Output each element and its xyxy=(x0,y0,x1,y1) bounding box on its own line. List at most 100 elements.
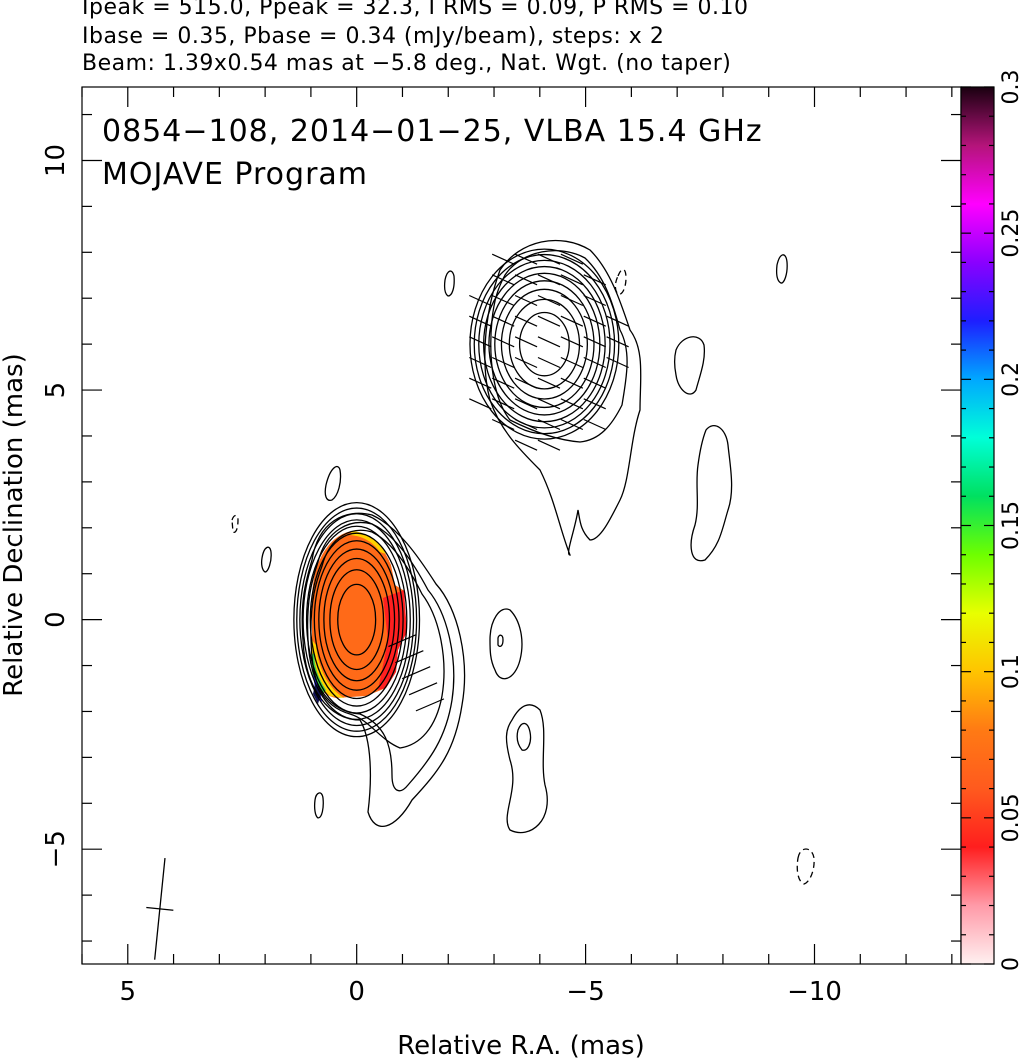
pol-vector xyxy=(415,698,445,712)
polarization-vectors xyxy=(388,253,629,712)
colorbar-tick-label: 0.15 xyxy=(999,501,1022,550)
pol-vector xyxy=(537,336,561,348)
axis-tick-labels: 5 0 −5 −10 10 5 0 −5 xyxy=(41,144,842,1007)
pol-vector xyxy=(514,377,538,389)
pol-vector xyxy=(583,336,606,348)
pol-vector xyxy=(583,377,606,389)
y-tick-label: 5 xyxy=(41,382,71,399)
pol-vector xyxy=(583,294,606,307)
y-tick-label: −5 xyxy=(41,830,71,868)
core-contour xyxy=(337,583,377,656)
pol-vector xyxy=(491,274,515,286)
pol-vector xyxy=(514,418,538,431)
jet-knot-contour xyxy=(500,288,589,400)
pol-vector xyxy=(401,666,431,680)
pol-vector xyxy=(583,398,606,410)
core-contour xyxy=(323,557,391,682)
pol-fill-green-edge xyxy=(311,652,326,695)
core-contour xyxy=(305,525,408,714)
pol-vector xyxy=(514,315,538,327)
jet-knot-contour xyxy=(473,253,616,435)
pol-vector xyxy=(491,336,515,348)
header-line-3: Beam: 1.39x0.54 mas at −5.8 deg., Nat. W… xyxy=(82,51,732,76)
pol-vector xyxy=(537,315,561,327)
pol-vector xyxy=(388,634,417,648)
header-line-1: Ipeak = 515.0, Ppeak = 32.3, I RMS = 0.0… xyxy=(82,0,749,20)
pol-vector xyxy=(606,336,629,348)
pol-vector xyxy=(560,398,584,410)
dashed-islands xyxy=(231,268,815,885)
pol-vector xyxy=(537,253,561,265)
pol-vector xyxy=(514,398,538,410)
pol-vector xyxy=(606,356,629,369)
pol-vector xyxy=(560,356,584,369)
colorbar-tick-labels: 0 0.05 0.1 0.15 0.2 0.25 0.3 xyxy=(999,70,1022,972)
pol-vector xyxy=(469,398,492,410)
pol-vector xyxy=(560,294,584,307)
pol-vector xyxy=(514,253,538,265)
pol-vector xyxy=(491,356,515,369)
colorbar-tick-label: 0.2 xyxy=(999,362,1022,397)
chart-title-line-2: MOJAVE Program xyxy=(102,157,368,192)
pol-vector xyxy=(491,377,515,389)
pol-vector xyxy=(491,398,515,410)
jet-knot-contour xyxy=(482,265,606,423)
pol-vector xyxy=(514,336,538,348)
pol-vector xyxy=(491,294,515,307)
core-outer-contour xyxy=(301,512,466,827)
pol-vector xyxy=(469,377,492,389)
islands-left xyxy=(260,270,455,819)
colorbar-tick-label: 0.1 xyxy=(999,654,1022,689)
chart-title-line-1: 0854−108, 2014−01−25, VLBA 15.4 GHz xyxy=(102,114,763,149)
pol-vector xyxy=(469,294,492,307)
core-contour xyxy=(296,507,418,732)
pol-vector xyxy=(560,253,584,265)
pol-vector xyxy=(469,356,492,369)
core-contour xyxy=(329,569,385,671)
pol-vector xyxy=(514,274,538,286)
islands-mid xyxy=(489,608,548,834)
outer-contours xyxy=(231,239,815,885)
beam-ellipse-cross xyxy=(146,858,174,960)
pol-vector xyxy=(537,274,561,286)
x-tick-label: −5 xyxy=(566,977,604,1007)
jet-knot-contour xyxy=(488,272,601,416)
islands-right xyxy=(673,254,788,562)
pol-vector xyxy=(395,650,424,664)
pol-vector xyxy=(469,336,492,348)
pol-vector xyxy=(537,439,561,451)
pol-vector xyxy=(469,315,492,327)
jet-knot-contour xyxy=(478,259,611,429)
axis-ticks xyxy=(81,87,961,964)
pol-vector xyxy=(514,294,538,307)
pol-vector xyxy=(583,356,606,369)
pol-vector xyxy=(583,418,606,431)
pol-vector xyxy=(514,356,538,369)
x-tick-label: 5 xyxy=(120,977,137,1007)
x-tick-label: 0 xyxy=(348,977,365,1007)
core-contour xyxy=(318,548,396,691)
pol-vector xyxy=(583,315,606,327)
header-line-2: Ibase = 0.35, Pbase = 0.34 (mJy/beam), s… xyxy=(82,24,665,49)
pol-vector xyxy=(560,336,584,348)
polarization-fill xyxy=(311,531,407,704)
core-contour xyxy=(309,532,404,707)
jet-knot-contour xyxy=(518,311,570,377)
pol-vector xyxy=(560,418,584,431)
x-axis-label: Relative R.A. (mas) xyxy=(397,1031,644,1060)
core-contour-3 xyxy=(310,529,445,749)
y-tick-label: 10 xyxy=(41,144,71,177)
colorbar-tick-label: 0.3 xyxy=(999,70,1022,105)
pol-vector xyxy=(537,356,561,369)
pol-vector xyxy=(537,377,561,389)
jet-knot-contour xyxy=(494,280,595,409)
pol-vector xyxy=(491,418,515,431)
pol-vector xyxy=(537,418,561,431)
colorbar-ticks xyxy=(961,86,994,965)
pol-vector xyxy=(606,315,629,327)
pol-vector xyxy=(537,398,561,410)
colorbar-tick-label: 0 xyxy=(999,957,1022,971)
jet-contour-2 xyxy=(490,250,628,443)
jet-knot-contour xyxy=(469,248,620,440)
core-contour xyxy=(293,501,421,738)
